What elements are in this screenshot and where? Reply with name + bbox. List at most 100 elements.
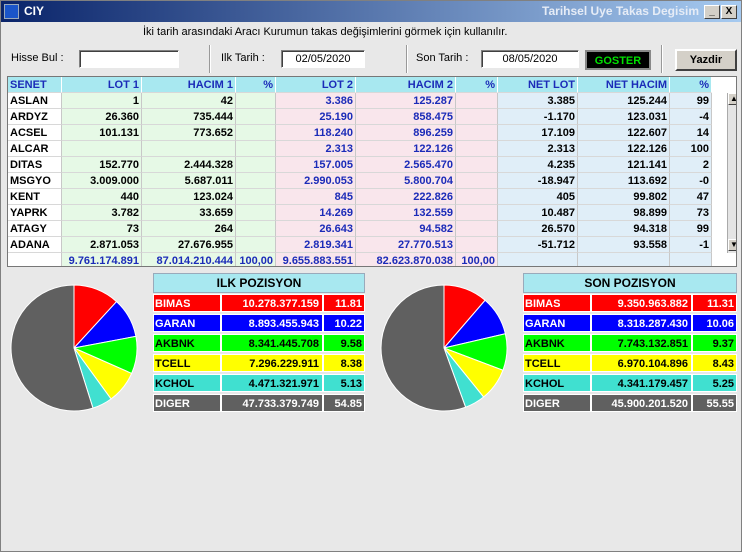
header-pct1: % (236, 77, 276, 93)
window-title: CIY (24, 4, 45, 18)
legend-row: KCHOL 4.341.179.457 5.25 (523, 373, 737, 393)
start-date-field[interactable]: 02/05/2020 (281, 50, 365, 68)
table-scrollbar[interactable]: ▲ ▼ (727, 93, 736, 253)
close-button[interactable]: X (721, 5, 737, 19)
table-cell: 122.126 (356, 141, 456, 157)
total-cell (8, 253, 62, 266)
legend-symbol: TCELL (153, 354, 221, 372)
table-cell: 5.687.011 (142, 173, 236, 189)
table-cell: 773.652 (142, 125, 236, 141)
table-cell (142, 141, 236, 157)
header-lot2: LOT 2 (276, 77, 356, 93)
table-cell: 98.899 (578, 205, 670, 221)
table-cell: 14.269 (276, 205, 356, 221)
table-cell: 845 (276, 189, 356, 205)
table-cell: 125.244 (578, 93, 670, 109)
legend-symbol: BIMAS (153, 294, 221, 312)
table-cell: 896.259 (356, 125, 456, 141)
table-cell: ARDYZ (8, 109, 62, 125)
legend-value: 8.318.287.430 (591, 314, 692, 332)
table-cell: 440 (62, 189, 142, 205)
show-button[interactable]: GOSTER (585, 50, 651, 70)
table-cell: MSGYO (8, 173, 62, 189)
legend-percent: 11.31 (692, 294, 737, 312)
total-cell: 100,00 (236, 253, 276, 266)
total-cell (578, 253, 670, 266)
pie-slice-diger (380, 284, 467, 412)
scroll-down-icon[interactable]: ▼ (728, 239, 736, 251)
end-date-field[interactable]: 08/05/2020 (481, 50, 579, 68)
table-cell: 99.802 (578, 189, 670, 205)
table-cell: 4.235 (498, 157, 578, 173)
table-cell: KENT (8, 189, 62, 205)
legend-symbol: DIGER (523, 394, 591, 412)
table-cell: 2.313 (276, 141, 356, 157)
table-cell: 2.990.053 (276, 173, 356, 189)
legend-value: 47.733.379.749 (221, 394, 323, 412)
ilk-pie-chart (10, 284, 138, 412)
header-pct-net: % (670, 77, 712, 93)
table-cell: YAPRK (8, 205, 62, 221)
legend-percent: 10.22 (323, 314, 365, 332)
table-cell: 123.024 (142, 189, 236, 205)
table-cell: 3.782 (62, 205, 142, 221)
toolbar-separator (661, 45, 663, 73)
takas-table[interactable]: SENET LOT 1 HACIM 1% LOT 2 HACIM 2% NET LOT NE… (7, 76, 737, 267)
table-cell: 3.009.000 (62, 173, 142, 189)
title-bar[interactable]: CIY Tarihsel Uye Takas Degisim _ X (1, 1, 741, 22)
toolbar-separator (209, 45, 211, 73)
legend-percent: 11.81 (323, 294, 365, 312)
table-cell: 26.570 (498, 221, 578, 237)
scroll-up-icon[interactable]: ▲ (728, 93, 736, 105)
table-cell: 2 (670, 157, 712, 173)
table-cell: -1 (670, 237, 712, 253)
legend-symbol: AKBNK (523, 334, 591, 352)
header-hacim2: HACIM 2 (356, 77, 456, 93)
table-cell: 27.676.955 (142, 237, 236, 253)
legend-row: DIGER 45.900.201.520 55.55 (523, 393, 737, 413)
table-cell: ASLAN (8, 93, 62, 109)
usage-hint: İki tarih arasındaki Aracı Kurumun takas… (143, 26, 508, 38)
table-cell (236, 125, 276, 141)
table-cell: 264 (142, 221, 236, 237)
table-cell: 26.643 (276, 221, 356, 237)
table-cell: 2.819.341 (276, 237, 356, 253)
legend-value: 7.743.132.851 (591, 334, 692, 352)
table-cell: 1 (62, 93, 142, 109)
legend-row: AKBNK 8.341.445.708 9.58 (153, 333, 365, 353)
legend-row: BIMAS 10.278.377.159 11.81 (153, 293, 365, 313)
legend-value: 45.900.201.520 (591, 394, 692, 412)
minimize-button[interactable]: _ (704, 5, 720, 19)
table-cell: 222.826 (356, 189, 456, 205)
table-cell: 5.800.704 (356, 173, 456, 189)
legend-row: KCHOL 4.471.321.971 5.13 (153, 373, 365, 393)
legend-percent: 8.38 (323, 354, 365, 372)
table-cell (456, 157, 498, 173)
table-cell: DITAS (8, 157, 62, 173)
ilk-position-legend: ILK POZISYON BIMAS 10.278.377.159 11.81 GAR… (153, 273, 365, 413)
legend-symbol: DIGER (153, 394, 221, 412)
table-cell: ADANA (8, 237, 62, 253)
print-button[interactable]: Yazdir (675, 49, 737, 71)
legend-row: TCELL 7.296.229.911 8.38 (153, 353, 365, 373)
window-subtitle: Tarihsel Uye Takas Degisim (542, 4, 699, 18)
header-pct2: % (456, 77, 498, 93)
table-cell: 121.141 (578, 157, 670, 173)
table-cell: 2.313 (498, 141, 578, 157)
table-cell: -1.170 (498, 109, 578, 125)
table-cell: 10.487 (498, 205, 578, 221)
table-cell: 2.565.470 (356, 157, 456, 173)
legend-value: 8.341.445.708 (221, 334, 323, 352)
table-cell: ACSEL (8, 125, 62, 141)
legend-percent: 54.85 (323, 394, 365, 412)
legend-symbol: GARAN (153, 314, 221, 332)
table-cell (236, 173, 276, 189)
search-input[interactable] (79, 50, 179, 68)
son-position-title: SON POZISYON (523, 273, 737, 293)
table-cell (236, 221, 276, 237)
legend-row: GARAN 8.318.287.430 10.06 (523, 313, 737, 333)
son-pie-chart (380, 284, 508, 412)
table-cell (236, 237, 276, 253)
table-cell (236, 205, 276, 221)
total-cell: 87.014.210.444 (142, 253, 236, 266)
